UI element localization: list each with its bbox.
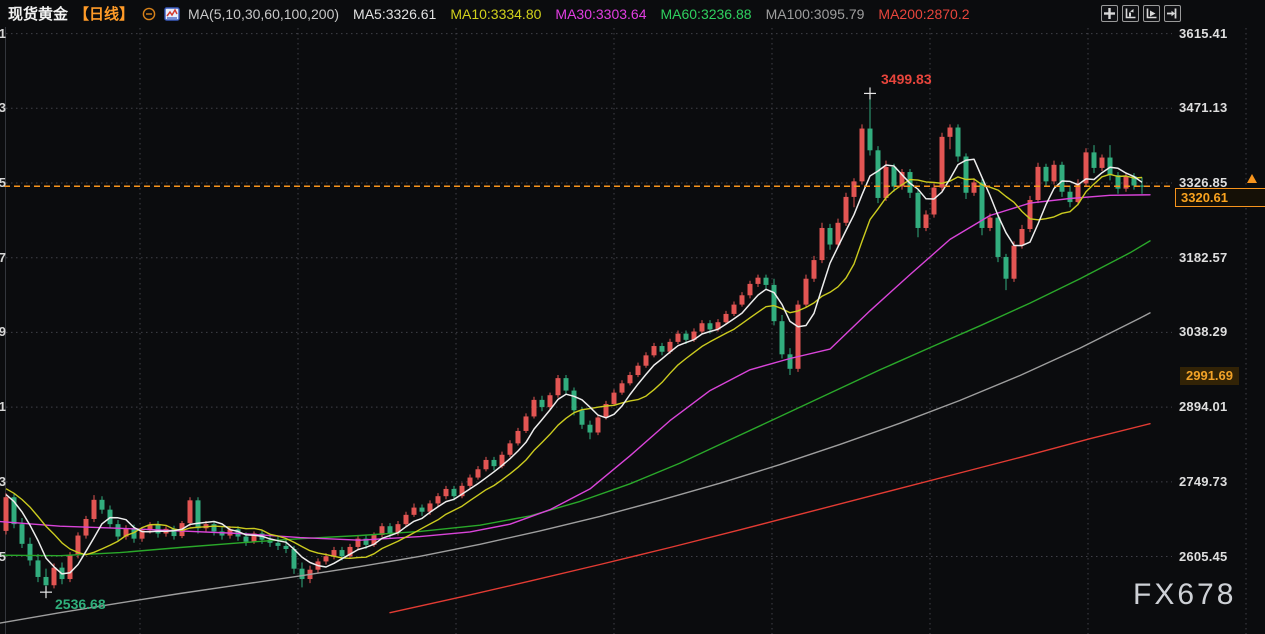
axis-price-label: 2894.01 [1179, 399, 1228, 415]
high-price-label: 3499.83 [881, 71, 932, 88]
ma200-value: MA200:2870.2 [878, 5, 970, 22]
axis-price-label-clipped: 3182.57 [0, 249, 6, 265]
chart-header: 现货黄金 【日线】 MA(5,10,30,60,100,200) MA5:332… [0, 0, 1265, 27]
symbol-label: 现货黄金 [8, 6, 69, 23]
axis-price-label-clipped: 3326.85 [0, 175, 6, 190]
low-price-label: 2536.68 [55, 596, 106, 613]
axis-price-label: 2605.45 [1179, 548, 1228, 564]
current-price-label: 3320.61 [1175, 188, 1265, 208]
axis-price-label-clipped: 3038.29 [0, 324, 6, 340]
axis-price-label: 3038.29 [1179, 324, 1228, 340]
goto-latest-button[interactable] [1164, 5, 1181, 22]
ma100-value: MA100:3095.79 [765, 5, 865, 22]
indicator-chart-icon[interactable] [164, 6, 180, 22]
axis-scale-icon [1125, 8, 1136, 19]
ma-settings-label[interactable]: MA(5,10,30,60,100,200) [188, 5, 340, 22]
last-price-arrow-icon [1247, 174, 1257, 184]
axis-price-label-clipped: 2894.01 [0, 399, 6, 415]
ma10-value: MA10:3334.80 [450, 5, 542, 22]
axis-price-label: 3182.57 [1179, 249, 1228, 265]
axis-price-label: 3326.85 [1179, 175, 1228, 190]
axis-price-label: 2749.73 [1179, 473, 1228, 489]
chart-toolbar [1101, 5, 1181, 22]
axis-price-label: 3615.41 [1179, 25, 1228, 41]
goto-latest-icon [1167, 8, 1177, 19]
axis-price-label-clipped: 3471.13 [0, 100, 6, 116]
collapse-icon[interactable] [142, 7, 156, 21]
ma60-value: MA60:3236.88 [660, 5, 752, 22]
timeframe-label[interactable]: 【日线】 [74, 6, 135, 23]
axis-price-label-clipped: 2749.73 [0, 473, 6, 489]
axis-price-label: 3471.13 [1179, 100, 1228, 116]
ma30-value: MA30:3303.64 [555, 5, 647, 22]
alert-price-label: 2991.69 [1180, 366, 1239, 385]
axis-play-icon [1146, 8, 1157, 19]
move-crosshair-button[interactable] [1101, 5, 1118, 22]
move-crosshair-icon [1104, 8, 1115, 19]
axis-price-label-clipped: 3615.41 [0, 25, 6, 41]
watermark: FX678 [1133, 578, 1237, 611]
axis-play-button[interactable] [1143, 5, 1160, 22]
ma5-value: MA5:3326.61 [353, 5, 437, 22]
axis-scale-button[interactable] [1122, 5, 1139, 22]
axis-price-label-clipped: 2605.45 [0, 548, 6, 564]
